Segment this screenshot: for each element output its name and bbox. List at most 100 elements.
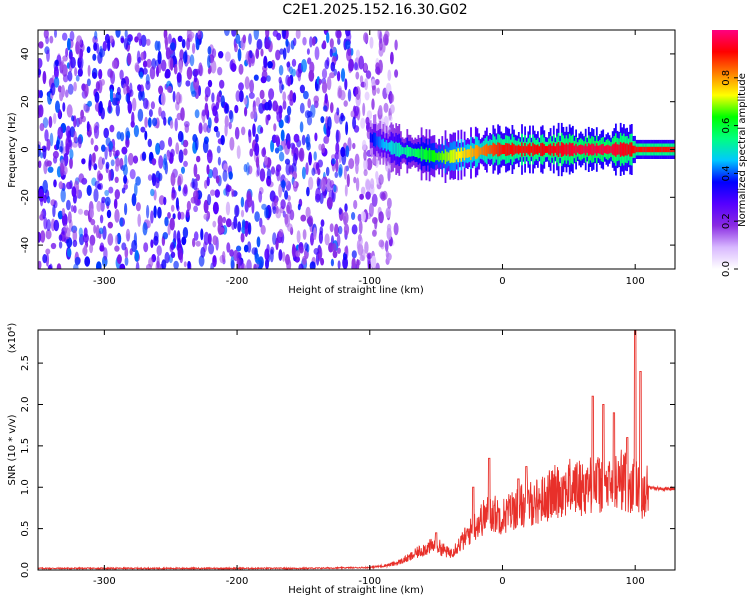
- spectrogram-cell: [274, 199, 278, 207]
- spectrogram-cell: [115, 149, 120, 157]
- spectrogram-cell: [263, 55, 268, 69]
- spectrogram-signal-cell: [638, 146, 641, 153]
- spectrogram-cell: [93, 224, 97, 234]
- spectrogram-cell: [38, 104, 44, 118]
- spectrogram-signal-cell: [433, 150, 436, 163]
- spectrogram-cell: [345, 121, 349, 136]
- spectrogram-cell: [193, 75, 198, 83]
- spectrogram-cell: [171, 192, 176, 201]
- spectrogram-signal-cell: [557, 142, 560, 157]
- spectrogram-cell: [225, 51, 231, 62]
- spectrogram-cell: [104, 189, 110, 197]
- spectrogram-cell: [355, 177, 360, 192]
- spectrogram-cell: [322, 105, 328, 112]
- spectrogram-signal-cell: [390, 140, 393, 155]
- spectrogram-cell: [231, 188, 235, 198]
- spectrogram-signal-cell: [428, 148, 431, 163]
- spectrogram-cell: [185, 80, 191, 87]
- spectrogram-cell: [273, 123, 277, 132]
- spectrogram-cell: [278, 145, 283, 152]
- spectrogram-cell: [70, 56, 76, 69]
- spectrogram-cell: [268, 88, 275, 100]
- spectrogram-cell: [109, 124, 115, 133]
- spectrogram-cell: [214, 189, 220, 198]
- spectrogram-cell: [296, 230, 301, 244]
- spectrogram-cell: [295, 30, 301, 40]
- spectrogram-cell: [68, 139, 73, 150]
- spectrogram-cell: [86, 78, 91, 87]
- spectrogram-signal-cell: [575, 143, 577, 156]
- spectrogram-cell: [359, 193, 364, 200]
- spectrogram-cell: [291, 244, 297, 258]
- spectrogram-cell: [270, 166, 276, 175]
- spectrogram-cell: [126, 85, 130, 94]
- spectrogram-cell: [336, 247, 341, 254]
- spectrogram-signal-cell: [524, 143, 526, 156]
- spectrogram-signal-cell: [511, 142, 514, 157]
- spectrogram-cell: [378, 174, 384, 185]
- spectrogram-signal-cell: [658, 146, 660, 153]
- spectrogram-cell: [125, 93, 129, 103]
- spectrogram-cell: [148, 109, 153, 118]
- spectrogram-signal-cell: [465, 149, 468, 158]
- spectrogram-cell: [212, 220, 217, 228]
- spectrogram-signal-cell: [438, 151, 440, 162]
- spectrogram-cell: [89, 243, 94, 254]
- spectrogram-cell: [151, 173, 157, 187]
- spectrogram-cell: [94, 30, 98, 40]
- spectrogram-cell: [360, 186, 366, 195]
- spectrogram-cell: [181, 236, 187, 246]
- spectrogram-cell: [56, 263, 62, 269]
- spectrogram-signal-cell: [521, 142, 523, 157]
- spectrogram-cell: [313, 248, 320, 255]
- spectrogram-cell: [156, 245, 162, 256]
- spectrogram-cell: [211, 92, 215, 103]
- spectrogram-cell: [138, 90, 143, 101]
- spectrogram-cell: [295, 68, 302, 78]
- spectrogram-cell: [69, 157, 73, 170]
- spectrogram-cell: [291, 58, 297, 67]
- y-tick-label: 40: [20, 48, 31, 61]
- spectrogram-signal-cell: [527, 144, 530, 155]
- spectrogram-signal-cell: [516, 145, 519, 154]
- spectrogram-cell: [224, 103, 230, 114]
- spectrogram-signal-cell: [508, 143, 511, 156]
- spectrogram-signal-cell: [627, 144, 630, 155]
- spectrogram-cell: [53, 76, 60, 88]
- spectrogram-cell: [91, 153, 96, 167]
- spectrogram-cell: [196, 174, 200, 181]
- spectrogram-cell: [195, 38, 200, 51]
- spectrogram-cell: [280, 199, 286, 210]
- spectrogram-signal-cell: [417, 148, 420, 159]
- spectrogram-cell: [115, 30, 121, 38]
- spectrogram-signal-cell: [589, 144, 592, 155]
- spectrogram-cell: [278, 249, 283, 261]
- spectrogram-signal-cell: [412, 148, 415, 156]
- spectrogram-cell: [365, 179, 371, 192]
- spectrogram-cell: [321, 143, 326, 154]
- spectrogram-cell: [181, 39, 186, 49]
- spectrogram-cell: [125, 228, 131, 242]
- spectrogram-cell: [193, 205, 199, 213]
- spectrogram-cell: [301, 134, 306, 146]
- spectrogram-cell: [38, 144, 41, 158]
- spectrogram-cell: [346, 173, 350, 187]
- spectrogram-signal-cell: [623, 142, 625, 157]
- spectrogram-cell: [106, 209, 112, 219]
- spectrogram-cell: [189, 54, 195, 67]
- spectrogram-cell: [348, 58, 354, 72]
- spectrogram-cell: [132, 155, 139, 164]
- spectrogram-signal-cell: [551, 145, 554, 154]
- spectrogram-signal-cell: [635, 146, 638, 153]
- spectrogram-signal-cell: [436, 153, 439, 161]
- spectrogram-cell: [258, 190, 263, 203]
- spectrogram-cell: [347, 89, 352, 102]
- spectrogram-cell: [170, 242, 176, 250]
- spectrogram-cell: [182, 227, 189, 239]
- spectrogram-cell: [73, 205, 77, 214]
- spectrogram-cell: [58, 181, 63, 190]
- spectrogram-cell: [64, 227, 71, 240]
- spectrogram-signal-cell: [602, 143, 605, 156]
- spectrogram-signal-cell: [568, 142, 571, 157]
- spectrogram-cell: [65, 89, 69, 98]
